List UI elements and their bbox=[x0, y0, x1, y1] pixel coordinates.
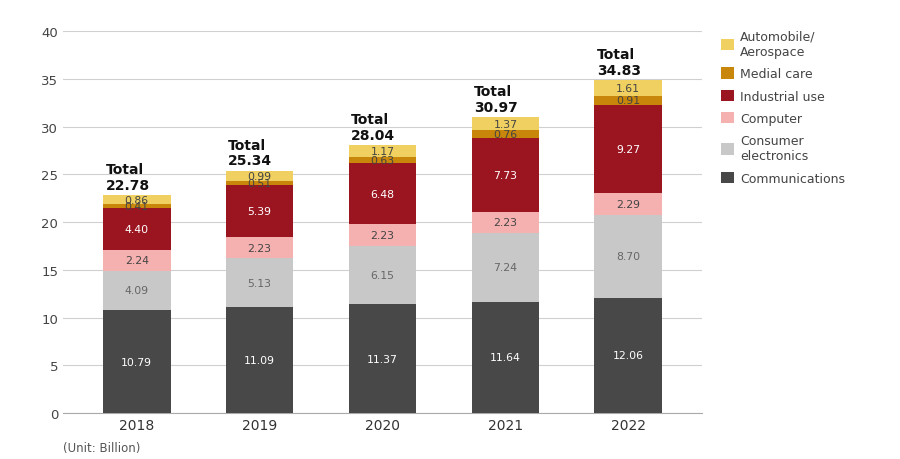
Text: 0.86: 0.86 bbox=[125, 195, 148, 205]
Bar bbox=[595, 194, 662, 215]
Bar bbox=[226, 308, 293, 413]
Text: 5.13: 5.13 bbox=[248, 278, 272, 288]
Bar bbox=[103, 208, 170, 250]
Text: 8.70: 8.70 bbox=[616, 252, 640, 262]
Text: 0.41: 0.41 bbox=[125, 201, 148, 211]
Bar bbox=[348, 305, 417, 413]
Bar bbox=[472, 131, 539, 139]
Text: Total
34.83: Total 34.83 bbox=[597, 48, 641, 78]
Text: 11.37: 11.37 bbox=[367, 354, 398, 364]
Bar bbox=[472, 212, 539, 233]
Bar bbox=[472, 118, 539, 131]
Bar bbox=[103, 250, 170, 271]
Bar bbox=[595, 96, 662, 105]
Text: 6.15: 6.15 bbox=[371, 270, 394, 280]
Bar bbox=[226, 181, 293, 186]
Bar bbox=[595, 298, 662, 413]
Text: 6.48: 6.48 bbox=[371, 189, 394, 199]
Bar bbox=[472, 302, 539, 413]
Text: Total
25.34: Total 25.34 bbox=[229, 138, 273, 168]
Text: 4.40: 4.40 bbox=[125, 224, 148, 234]
Bar bbox=[226, 172, 293, 181]
Text: 0.91: 0.91 bbox=[616, 96, 640, 106]
Bar bbox=[103, 204, 170, 208]
Bar bbox=[103, 196, 170, 204]
Text: 0.51: 0.51 bbox=[248, 179, 272, 189]
Text: 1.37: 1.37 bbox=[493, 120, 518, 129]
Text: 5.39: 5.39 bbox=[248, 207, 272, 217]
Bar bbox=[472, 139, 539, 212]
Text: 2.23: 2.23 bbox=[248, 243, 272, 253]
Bar bbox=[226, 186, 293, 237]
Text: 12.06: 12.06 bbox=[613, 351, 644, 361]
Text: 2.23: 2.23 bbox=[371, 230, 394, 241]
Text: Total
28.04: Total 28.04 bbox=[351, 113, 395, 142]
Text: 4.09: 4.09 bbox=[125, 286, 148, 296]
Bar bbox=[103, 310, 170, 413]
Bar bbox=[348, 157, 417, 163]
Bar bbox=[226, 258, 293, 308]
Bar bbox=[348, 225, 417, 246]
Text: 0.99: 0.99 bbox=[248, 172, 272, 181]
Text: 11.64: 11.64 bbox=[490, 353, 521, 363]
Text: 0.63: 0.63 bbox=[371, 155, 394, 165]
Legend: Automobile/
Aerospace, Medial care, Industrial use, Computer, Consumer
electroni: Automobile/ Aerospace, Medial care, Indu… bbox=[721, 31, 845, 185]
Text: 0.76: 0.76 bbox=[493, 130, 518, 140]
Bar bbox=[595, 81, 662, 96]
Bar bbox=[595, 105, 662, 194]
Text: 9.27: 9.27 bbox=[616, 145, 640, 154]
Bar bbox=[226, 237, 293, 258]
Text: 7.73: 7.73 bbox=[493, 170, 518, 180]
Text: 10.79: 10.79 bbox=[122, 357, 152, 367]
Bar bbox=[103, 271, 170, 310]
Bar bbox=[472, 233, 539, 302]
Bar bbox=[595, 215, 662, 298]
Text: 7.24: 7.24 bbox=[493, 263, 518, 273]
Text: Total
30.97: Total 30.97 bbox=[474, 85, 518, 114]
Bar bbox=[348, 146, 417, 157]
Bar bbox=[348, 246, 417, 305]
Text: 1.61: 1.61 bbox=[616, 84, 640, 94]
Text: 2.23: 2.23 bbox=[493, 218, 518, 228]
Text: 11.09: 11.09 bbox=[244, 355, 275, 365]
Text: Total
22.78: Total 22.78 bbox=[105, 162, 149, 192]
Text: 2.24: 2.24 bbox=[125, 256, 148, 266]
Text: (Unit: Billion): (Unit: Billion) bbox=[63, 442, 140, 454]
Bar bbox=[348, 163, 417, 225]
Text: 2.29: 2.29 bbox=[616, 200, 640, 209]
Text: 1.17: 1.17 bbox=[371, 147, 394, 157]
